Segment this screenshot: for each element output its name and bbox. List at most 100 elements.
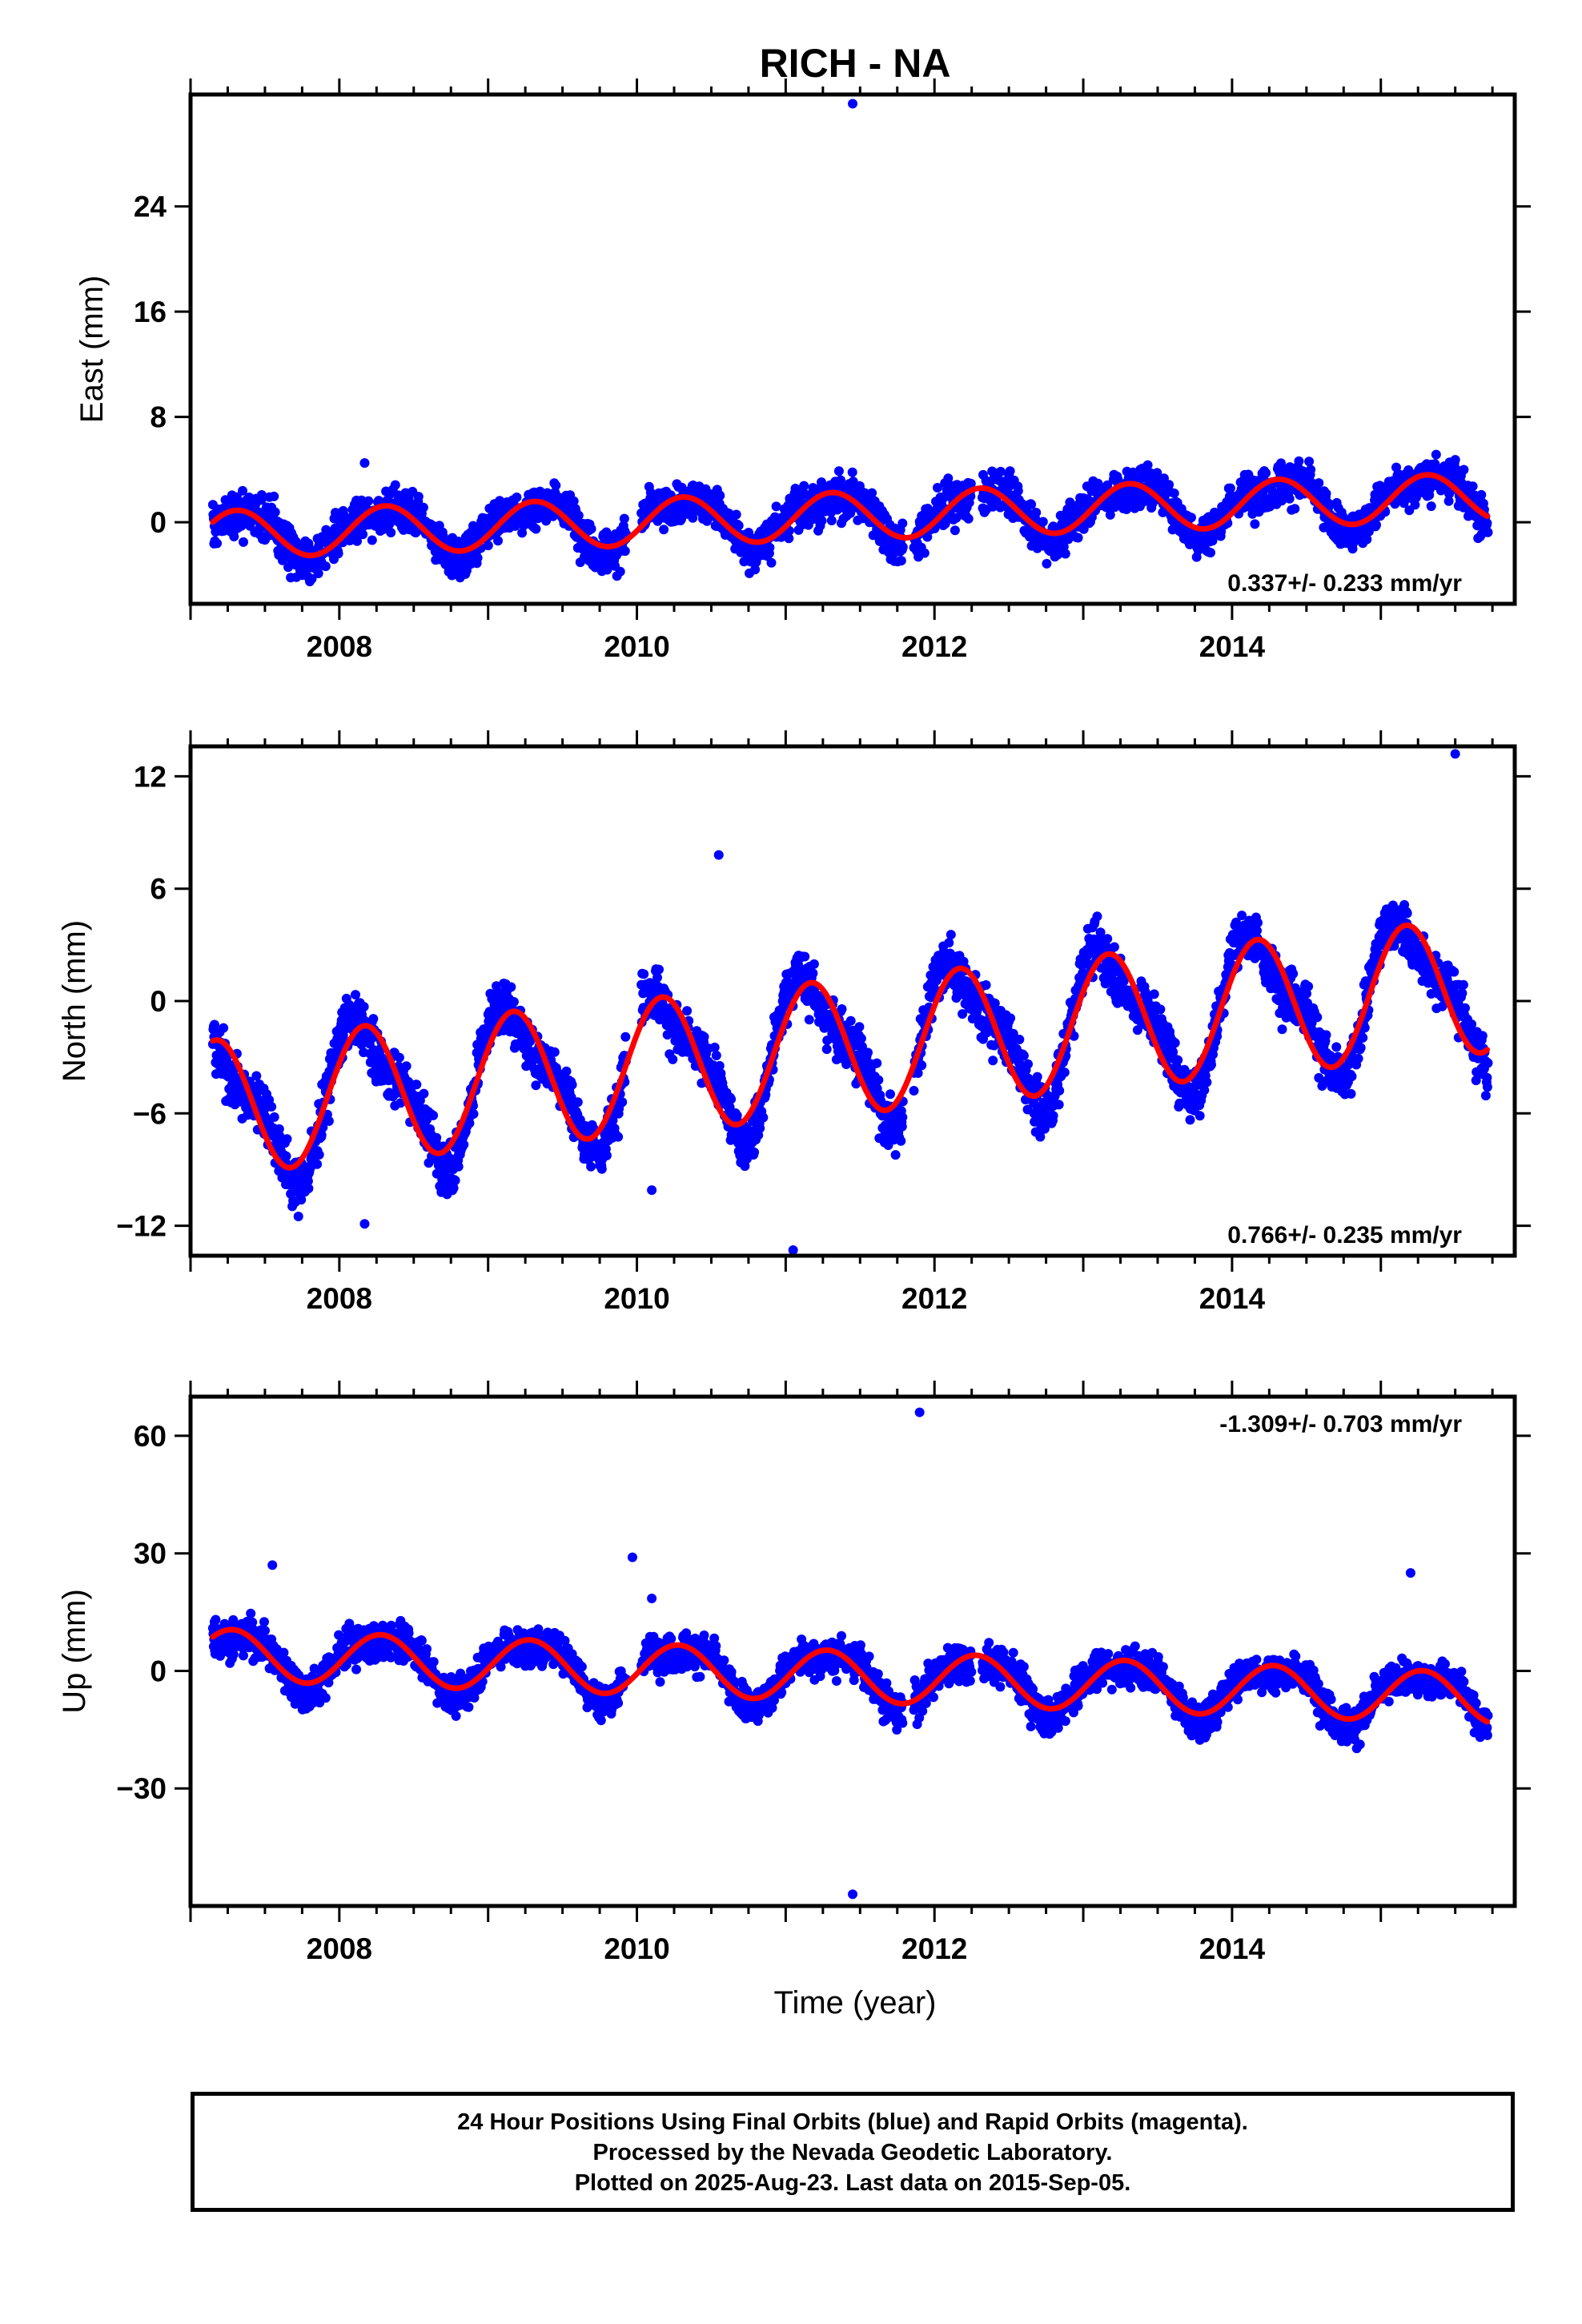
data-point — [750, 565, 761, 575]
data-point — [1225, 483, 1235, 493]
data-point — [1426, 501, 1436, 512]
data-point — [766, 557, 777, 568]
x-tick-label: 2014 — [1199, 630, 1266, 663]
data-point — [1450, 455, 1460, 465]
outlier-point — [359, 458, 370, 468]
data-point — [282, 1134, 292, 1144]
data-point — [320, 561, 331, 572]
data-point — [668, 1054, 678, 1064]
data-point — [531, 1080, 541, 1091]
data-point — [944, 938, 954, 948]
data-point — [699, 1031, 709, 1042]
data-point — [837, 1004, 847, 1014]
data-point — [269, 491, 279, 501]
data-point — [453, 1161, 464, 1172]
data-point — [440, 1166, 451, 1176]
data-point — [732, 1111, 742, 1120]
data-point — [212, 538, 222, 549]
data-point — [1054, 1100, 1064, 1110]
data-point — [1038, 517, 1048, 527]
data-point — [450, 1176, 460, 1185]
data-point — [1018, 1051, 1029, 1061]
data-point — [808, 968, 818, 979]
data-point — [459, 1140, 469, 1150]
data-point — [765, 542, 775, 553]
data-point — [657, 999, 668, 1009]
data-point — [483, 541, 493, 551]
data-point — [251, 1071, 262, 1081]
y-tick-label: 0 — [150, 506, 167, 539]
data-point — [531, 524, 541, 534]
data-point — [714, 1060, 725, 1071]
data-point — [790, 484, 801, 493]
data-point — [897, 1121, 907, 1132]
data-point — [1093, 478, 1103, 489]
data-point — [1390, 499, 1400, 509]
data-point — [919, 548, 930, 558]
data-point — [1092, 911, 1102, 922]
data-point — [709, 1042, 720, 1052]
data-point — [715, 490, 725, 501]
data-point — [885, 1089, 895, 1100]
east-plot-frame — [188, 92, 1517, 606]
data-point — [821, 1044, 832, 1055]
data-point — [548, 511, 558, 521]
data-point — [863, 1047, 873, 1058]
data-point — [323, 1116, 334, 1126]
data-point — [909, 1086, 919, 1096]
data-point — [617, 1097, 628, 1108]
data-point — [572, 1097, 583, 1108]
figure-title: RICH - NA — [760, 41, 951, 86]
data-point — [711, 1051, 721, 1060]
data-point — [1468, 481, 1478, 492]
data-point — [1459, 464, 1469, 475]
data-point — [896, 556, 906, 566]
data-point — [472, 553, 483, 563]
data-point — [307, 573, 317, 584]
data-point — [615, 566, 625, 577]
data-point — [1371, 520, 1381, 530]
data-point — [312, 1159, 323, 1169]
data-point — [219, 1023, 229, 1033]
data-point — [313, 569, 323, 578]
data-point — [296, 1195, 307, 1205]
data-point — [303, 1184, 314, 1193]
data-point — [1314, 478, 1324, 489]
data-point — [535, 486, 545, 497]
x-tick-label: 2008 — [307, 630, 372, 663]
data-point — [506, 982, 516, 992]
data-point — [1048, 1111, 1058, 1121]
data-point — [293, 1212, 303, 1221]
data-point — [275, 1131, 285, 1141]
data-point — [758, 1112, 769, 1123]
data-point — [1118, 976, 1129, 987]
data-point — [933, 483, 942, 493]
data-point — [333, 549, 343, 559]
data-point — [493, 536, 503, 546]
data-point — [963, 513, 974, 524]
east-rate-label: 0.337+/- 0.233 mm/yr — [1227, 570, 1462, 597]
outlier-point — [848, 99, 857, 109]
data-point — [567, 1080, 577, 1090]
data-point — [1443, 496, 1454, 506]
data-point — [799, 480, 809, 491]
data-point — [1290, 504, 1300, 514]
data-point — [256, 490, 267, 500]
data-point — [1294, 456, 1304, 466]
data-point — [1186, 513, 1196, 523]
data-point — [1073, 533, 1083, 543]
data-point — [940, 519, 950, 529]
data-point — [586, 524, 596, 534]
data-point — [281, 1151, 291, 1161]
data-point — [755, 1123, 765, 1133]
data-point — [917, 1060, 927, 1071]
data-point — [551, 480, 561, 491]
data-point — [1102, 934, 1113, 944]
data-point — [639, 969, 649, 979]
data-point — [1031, 508, 1042, 517]
data-point — [725, 1102, 735, 1112]
x-tick-label: 2010 — [604, 630, 669, 663]
data-point — [950, 525, 960, 536]
data-point — [1261, 468, 1271, 478]
